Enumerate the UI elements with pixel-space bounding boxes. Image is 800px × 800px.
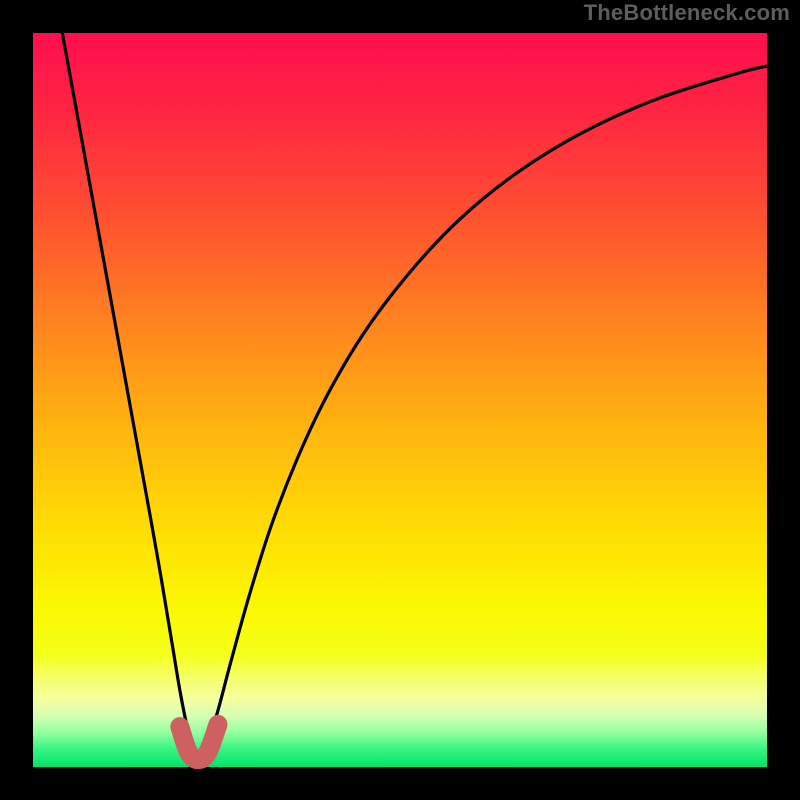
watermark-text: TheBottleneck.com [584, 0, 790, 26]
chart-stage: TheBottleneck.com [0, 0, 800, 800]
plot-background [33, 33, 767, 767]
bottleneck-chart [0, 0, 800, 800]
